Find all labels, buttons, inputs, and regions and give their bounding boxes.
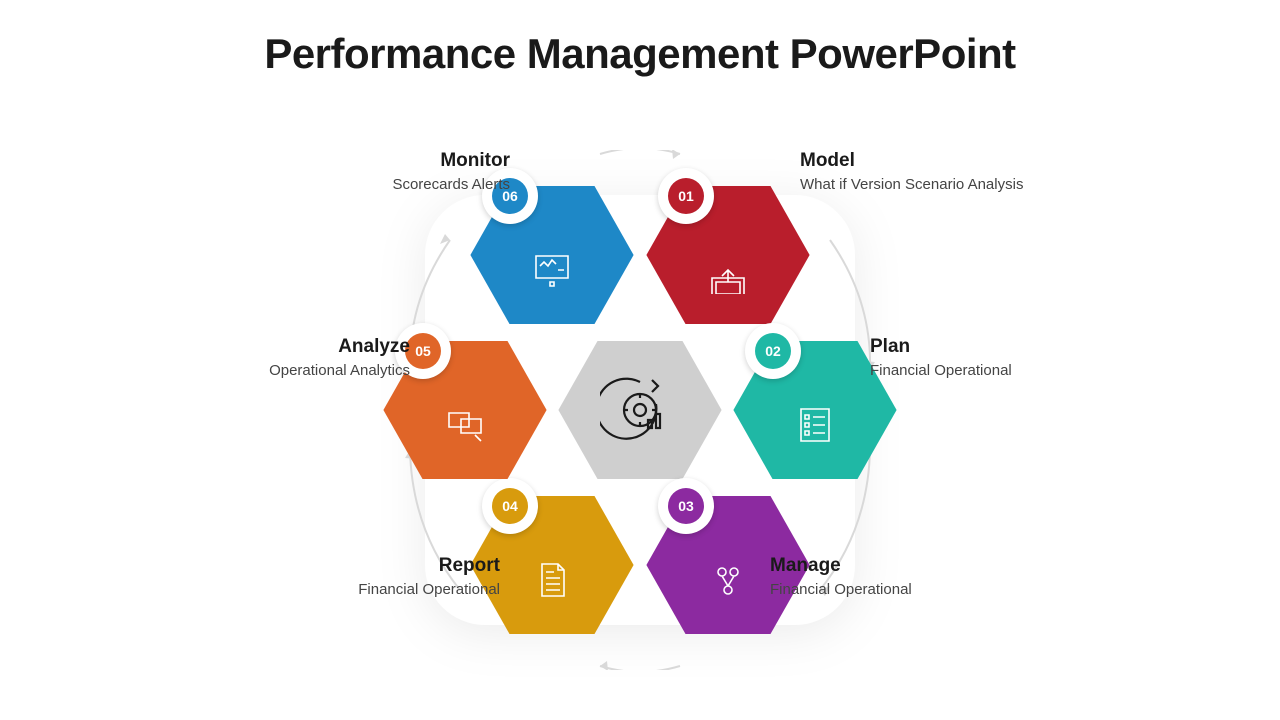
badge-03: 03 <box>658 478 714 534</box>
label-model: Model What if Version Scenario Analysis <box>800 150 1080 193</box>
cube-icon <box>704 246 752 294</box>
label-sub: Operational Analytics <box>130 362 410 379</box>
checklist-icon <box>791 401 839 449</box>
label-title: Monitor <box>230 150 510 172</box>
label-sub: Financial Operational <box>870 362 1150 379</box>
badge-number: 03 <box>668 488 704 524</box>
people-icon <box>704 556 752 604</box>
badge-01: 01 <box>658 168 714 224</box>
label-analyze: Analyze Operational Analytics <box>130 336 410 379</box>
slide: Performance Management PowerPoint 01 02 03… <box>0 0 1280 720</box>
label-title: Report <box>220 555 500 577</box>
badge-number: 02 <box>755 333 791 369</box>
label-sub: Financial Operational <box>770 581 1050 598</box>
badge-number: 05 <box>405 333 441 369</box>
label-monitor: Monitor Scorecards Alerts <box>230 150 510 193</box>
slide-title: Performance Management PowerPoint <box>0 30 1280 78</box>
label-title: Manage <box>770 555 1050 577</box>
label-title: Model <box>800 150 1080 172</box>
badge-number: 04 <box>492 488 528 524</box>
label-plan: Plan Financial Operational <box>870 336 1150 379</box>
label-sub: Scorecards Alerts <box>230 176 510 193</box>
gear-arrow-icon <box>600 370 680 450</box>
badge-04: 04 <box>482 478 538 534</box>
label-report: Report Financial Operational <box>220 555 500 598</box>
screens-icon <box>441 401 489 449</box>
label-title: Plan <box>870 336 1150 358</box>
label-title: Analyze <box>130 336 410 358</box>
label-manage: Manage Financial Operational <box>770 555 1050 598</box>
doc-icon <box>528 556 576 604</box>
badge-number: 01 <box>668 178 704 214</box>
label-sub: What if Version Scenario Analysis <box>800 176 1080 193</box>
badge-02: 02 <box>745 323 801 379</box>
label-sub: Financial Operational <box>220 581 500 598</box>
dashboard-icon <box>528 246 576 294</box>
